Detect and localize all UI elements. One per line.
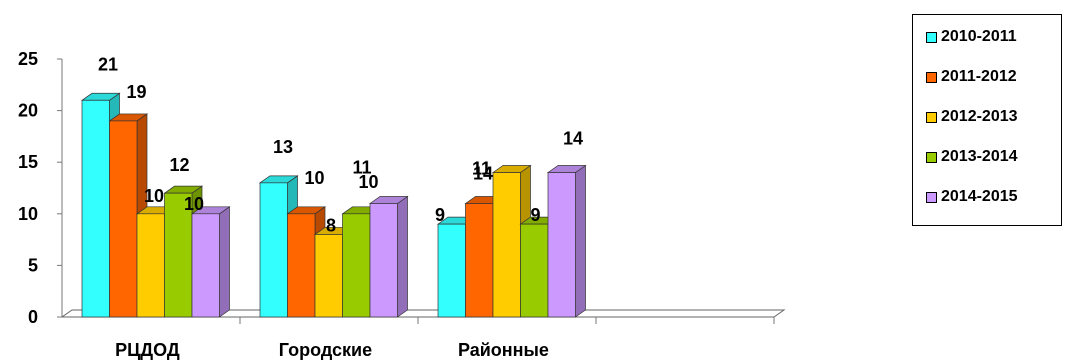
data-label: 10	[358, 172, 378, 192]
data-label: 8	[326, 215, 336, 235]
bar-side	[575, 164, 586, 318]
data-label: 14	[563, 129, 583, 149]
category-label: Городские	[279, 340, 372, 360]
bar-front	[287, 213, 316, 318]
bar-side	[397, 195, 408, 318]
legend-item: 2013-2014	[926, 146, 1018, 168]
data-label: 19	[126, 82, 146, 102]
data-label: 9	[435, 205, 445, 225]
y-tick-label: 5	[28, 255, 38, 275]
legend-swatch	[926, 31, 937, 43]
bar-side	[219, 206, 230, 318]
legend-swatch	[926, 191, 937, 203]
data-label: 10	[144, 186, 164, 206]
bar-front	[492, 172, 521, 318]
y-tick-label: 10	[18, 204, 38, 224]
y-tick-label: 25	[18, 49, 38, 69]
legend-item: 2014-2015	[926, 186, 1018, 208]
category-label: Районные	[458, 340, 549, 360]
legend-swatch	[926, 71, 937, 83]
bar-front	[81, 99, 110, 318]
legend-swatch	[926, 151, 937, 163]
legend-label: 2010-2011	[941, 28, 1017, 45]
data-label: 13	[273, 137, 293, 157]
bar-2014-2015-1	[368, 195, 409, 318]
data-label: 11	[472, 158, 491, 178]
data-label: 11	[352, 157, 371, 177]
legend-item: 2010-2011	[926, 26, 1017, 48]
legend-label: 2011-2012	[941, 68, 1017, 85]
data-label: 14	[473, 164, 493, 184]
legend-item: 2012-2013	[926, 106, 1018, 128]
data-label: 21	[98, 54, 118, 74]
bar-front	[369, 203, 398, 318]
legend-item: 2011-2012	[926, 66, 1017, 88]
bar-2014-2015-2	[546, 164, 587, 318]
data-label: 12	[169, 155, 189, 175]
y-tick-label: 0	[28, 307, 38, 327]
data-label: 10	[184, 194, 204, 214]
bar-front	[259, 182, 288, 318]
bar-front	[465, 203, 494, 318]
bar-front	[136, 213, 165, 318]
data-label: 10	[304, 168, 324, 188]
data-label: 9	[530, 205, 540, 225]
bar-2014-2015-0	[190, 206, 231, 318]
bar-front	[314, 234, 343, 318]
legend-label: 2014-2015	[941, 188, 1018, 205]
y-tick-label: 20	[18, 101, 38, 121]
bar-front	[547, 172, 576, 318]
legend-label: 2012-2013	[941, 108, 1018, 125]
bar-front	[437, 223, 466, 318]
legend-label: 2013-2014	[941, 148, 1018, 165]
legend-swatch	[926, 111, 937, 123]
category-label: РЦДОД	[115, 340, 180, 360]
legend: 2010-2011 2011-2012 2012-2013 2013-2014 2014…	[912, 14, 1062, 226]
bar-front	[342, 213, 371, 318]
bar-front	[191, 213, 220, 318]
bar-front	[520, 223, 549, 318]
bar-front	[109, 120, 138, 318]
y-tick-label: 15	[18, 152, 38, 172]
